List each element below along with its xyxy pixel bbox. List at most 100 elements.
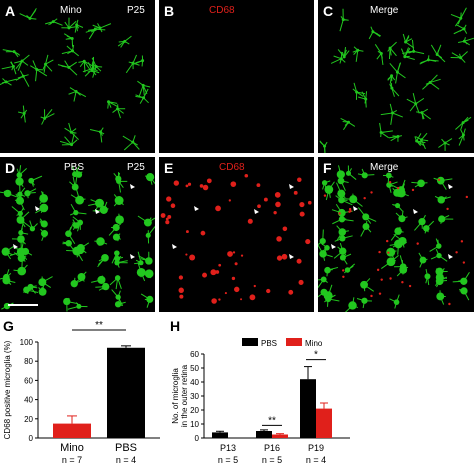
- cell-process: [20, 241, 24, 252]
- cell-shape: [430, 44, 446, 63]
- cell-shape: [411, 179, 428, 188]
- legend-swatch: [242, 338, 258, 346]
- cell-process: [342, 257, 348, 265]
- cell-shape: [383, 172, 394, 186]
- cell-process: [10, 61, 14, 67]
- cell-process: [411, 181, 422, 184]
- cell-process: [413, 50, 425, 55]
- cell-process: [365, 226, 372, 233]
- y-tick-label: 40: [190, 378, 199, 387]
- cell-process: [391, 87, 400, 97]
- y-tick-label: 0: [195, 434, 200, 443]
- cell-body: [337, 208, 346, 217]
- cell-shape: [352, 82, 366, 100]
- cell-process: [108, 227, 117, 236]
- cell-process: [365, 220, 368, 227]
- cell-shape: [14, 252, 27, 263]
- cell-process: [357, 96, 366, 100]
- cell-body: [437, 196, 445, 204]
- cell-process: [91, 57, 97, 67]
- cell-process: [21, 255, 27, 259]
- cell-process: [330, 58, 342, 64]
- cell-process: [71, 139, 78, 146]
- cell-process: [72, 219, 77, 226]
- cell-process: [347, 263, 355, 271]
- cd68-spot: [389, 277, 392, 280]
- cell-process: [88, 29, 96, 40]
- cell-process: [406, 98, 416, 105]
- cell-process: [401, 259, 404, 270]
- cell-process: [134, 262, 142, 265]
- cell-process: [44, 108, 53, 119]
- cell-process: [81, 276, 85, 282]
- cell-process: [83, 60, 91, 70]
- cell-process: [421, 112, 432, 120]
- cd68-spot: [224, 292, 227, 295]
- cell-process: [19, 167, 27, 176]
- cell-process: [416, 111, 422, 114]
- arrowhead-icon: [172, 244, 177, 249]
- cell-process: [73, 91, 77, 102]
- cell-shape: [360, 220, 372, 237]
- cell-process: [404, 56, 415, 60]
- cell-process: [342, 235, 353, 239]
- cell-shape: [95, 282, 110, 291]
- bar-pbs-p16: [256, 431, 272, 438]
- cell-process: [116, 255, 122, 260]
- cell-shape: [414, 214, 426, 231]
- cell-process: [365, 216, 377, 222]
- cell-process: [38, 287, 43, 293]
- cell-process: [103, 201, 108, 211]
- cell-process: [426, 276, 430, 286]
- cell-process: [11, 206, 21, 214]
- n-label: n = 7: [62, 455, 82, 465]
- cell-process: [70, 194, 80, 201]
- cell-process: [68, 25, 78, 29]
- cell-process: [370, 26, 374, 32]
- cell-process: [318, 279, 325, 289]
- x-tick-label: P16: [264, 443, 280, 453]
- cell-shape: [438, 138, 453, 151]
- cell-shape: [11, 206, 24, 217]
- cell-process: [85, 28, 96, 33]
- cell-process: [435, 248, 440, 256]
- cell-shape: [15, 70, 30, 87]
- cell-process: [444, 138, 453, 144]
- cell-process: [20, 113, 25, 119]
- significance-label: **: [95, 320, 103, 331]
- cell-process: [132, 141, 140, 150]
- cell-process: [2, 49, 15, 53]
- cell-shape: [339, 8, 349, 32]
- cell-process: [460, 7, 467, 19]
- cell-process: [395, 72, 398, 84]
- cell-process: [460, 57, 466, 63]
- cell-shape: [390, 226, 404, 241]
- arrowhead-icon: [413, 209, 418, 214]
- cell-shape: [389, 82, 400, 97]
- cell-shape: [112, 104, 126, 119]
- cd68-spot: [200, 230, 206, 236]
- cell-process: [40, 228, 45, 234]
- cell-shape: [430, 248, 448, 262]
- cell-shape: [94, 237, 108, 246]
- cell-process: [396, 192, 400, 198]
- cell-process: [21, 54, 30, 62]
- cell-process: [13, 269, 22, 272]
- cell-process: [5, 251, 12, 260]
- panel-letter: D: [5, 160, 16, 176]
- cell-process: [70, 212, 77, 216]
- cell-shape: [35, 203, 49, 214]
- cell-process: [318, 291, 325, 298]
- cell-process: [18, 111, 25, 114]
- cell-process: [438, 255, 448, 262]
- cell-shape: [16, 165, 27, 178]
- legend-swatch: [286, 338, 302, 346]
- cell-process: [74, 166, 80, 175]
- cell-process: [109, 277, 119, 286]
- cell-process: [422, 258, 428, 261]
- cell-process: [101, 279, 106, 285]
- cell-process: [419, 139, 422, 145]
- y-tick-label: 10: [190, 420, 199, 429]
- cell-process: [352, 297, 355, 306]
- cd68-spot: [232, 251, 236, 254]
